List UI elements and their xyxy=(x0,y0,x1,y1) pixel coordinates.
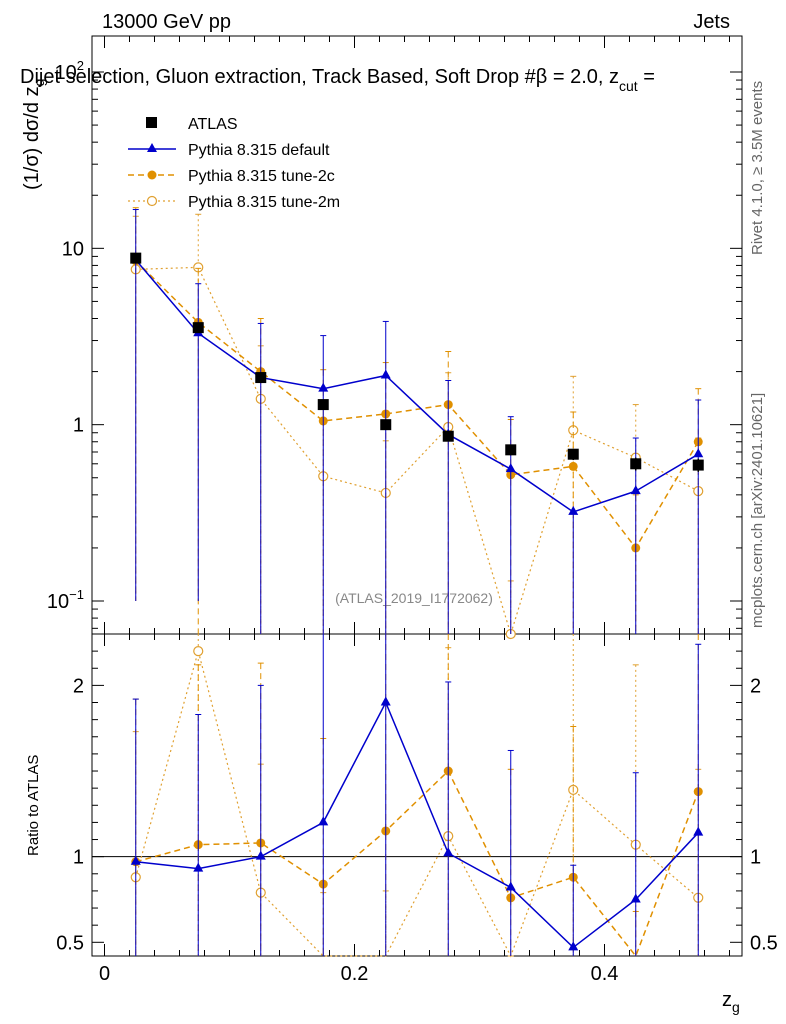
ratio-point-default xyxy=(380,696,391,706)
data-point-atlas xyxy=(567,448,579,460)
mcplots-label: mcplots.cern.ch [arXiv:2401.10621] xyxy=(749,393,766,628)
plot-subtitle-main: Dijet selection, Gluon extraction, Track… xyxy=(20,66,619,88)
data-point-atlas xyxy=(192,322,204,334)
legend-label-default: Pythia 8.315 default xyxy=(188,142,330,159)
plot-subtitle: Dijet selection, Gluon extraction, Track… xyxy=(20,66,655,94)
main-y-tick-label: 10−1 xyxy=(47,587,84,613)
ratio-y-tick-label: 2 xyxy=(73,675,84,697)
legend-marker-tune2c xyxy=(147,170,157,180)
data-point-atlas xyxy=(505,444,517,456)
analysis-watermark: (ATLAS_2019_I1772062) xyxy=(335,590,493,606)
main-y-tick-label-base: 10 xyxy=(47,591,69,613)
legend-label-atlas: ATLAS xyxy=(188,116,238,133)
data-point-atlas xyxy=(442,430,454,442)
y-axis-label-ratio: Ratio to ATLAS xyxy=(25,755,42,856)
data-point-default xyxy=(630,485,641,495)
ratio-series-layer xyxy=(130,634,704,958)
x-axis: 0 0.2 0.4 xyxy=(99,36,730,985)
ratio-point-default xyxy=(193,862,204,872)
data-point-tune2c xyxy=(568,461,578,471)
header-right: Jets xyxy=(693,11,730,33)
plot-subtitle-sub: cut xyxy=(619,78,638,94)
data-point-default xyxy=(505,463,516,473)
x-tick-label: 0.2 xyxy=(341,963,369,985)
ratio-point-default xyxy=(505,881,516,891)
data-point-default xyxy=(318,382,329,392)
data-point-atlas xyxy=(130,252,142,264)
ratio-point-default xyxy=(630,893,641,903)
ratio-line-tune2c xyxy=(135,769,699,958)
ratio-y-tick-label-right: 1 xyxy=(750,847,761,869)
ratio-plot-frame xyxy=(91,633,743,957)
legend-marker-tune2m xyxy=(146,195,158,207)
main-y-tick-label-base: 10 xyxy=(62,238,84,260)
ratio-line-default xyxy=(135,700,699,949)
ratio-point-default xyxy=(255,850,266,860)
x-axis-label-text: z xyxy=(722,989,732,1011)
ratio-point-default xyxy=(693,826,704,836)
data-point-atlas xyxy=(380,419,392,431)
data-point-default xyxy=(568,505,579,515)
y-axis-label-main-sub: g xyxy=(31,79,47,87)
ratio-point-tune2m xyxy=(193,646,204,657)
ratio-point-default xyxy=(443,847,454,857)
ratio-point-default xyxy=(318,816,329,826)
legend-label-tune2c: Pythia 8.315 tune-2c xyxy=(188,168,335,185)
series-line-tune2c xyxy=(135,260,699,550)
main-y-tick-label-base: 1 xyxy=(73,415,84,437)
legend-label-tune2m: Pythia 8.315 tune-2m xyxy=(188,194,340,211)
series-line-tune2m xyxy=(135,266,699,637)
data-point-atlas xyxy=(630,458,642,470)
y-axis-label-main-text: (1/σ) dσ/d z xyxy=(21,86,43,190)
x-axis-label-sub: g xyxy=(732,999,740,1015)
data-point-default xyxy=(380,369,391,379)
x-tick-label: 0.4 xyxy=(591,963,619,985)
data-point-default xyxy=(693,448,704,458)
ratio-y-axis: 0.5 0.5 1 1 2 2 xyxy=(56,650,778,954)
main-y-tick-label: 1 xyxy=(73,415,84,437)
y-axis-label-main: (1/σ) dσ/d zg xyxy=(21,79,47,190)
legend: ATLAS Pythia 8.315 default Pythia 8.315 … xyxy=(128,116,340,211)
x-tick-label: 0 xyxy=(99,963,110,985)
data-point-atlas xyxy=(317,399,329,411)
main-y-tick-label-exp: 2 xyxy=(77,58,84,73)
legend-marker-atlas xyxy=(146,117,157,128)
ratio-point-default xyxy=(130,855,141,865)
data-point-atlas xyxy=(255,372,267,384)
header-left: 13000 GeV pp xyxy=(102,11,231,33)
ratio-line-tune2m xyxy=(135,648,699,958)
x-axis-label: zg xyxy=(722,989,740,1015)
rivet-label: Rivet 4.1.0, ≥ 3.5M events xyxy=(749,81,766,255)
ratio-y-tick-label-right: 2 xyxy=(750,675,761,697)
main-series-layer xyxy=(130,207,704,640)
main-y-tick-label-exp: −1 xyxy=(69,587,84,602)
main-y-tick-label: 10 xyxy=(62,238,84,260)
ratio-y-tick-label-right: 0.5 xyxy=(750,932,778,954)
legend-entry-atlas: ATLAS xyxy=(146,116,238,133)
legend-entry-tune2m: Pythia 8.315 tune-2m xyxy=(128,194,340,211)
legend-entry-tune2c: Pythia 8.315 tune-2c xyxy=(128,168,335,185)
main-y-tick-label: 102 xyxy=(55,58,84,84)
series-line-default xyxy=(135,259,699,513)
legend-entry-default: Pythia 8.315 default xyxy=(128,142,330,159)
ratio-y-tick-label: 0.5 xyxy=(56,932,84,954)
plot-subtitle-end: = xyxy=(638,66,655,88)
data-point-atlas xyxy=(692,459,704,471)
legend-marker-default xyxy=(147,143,157,152)
ratio-point-default xyxy=(568,941,579,951)
ratio-y-tick-label: 1 xyxy=(73,847,84,869)
main-y-tick-label-base: 10 xyxy=(55,62,77,84)
